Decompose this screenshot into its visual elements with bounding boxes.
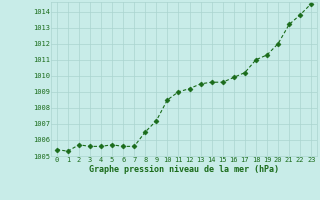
X-axis label: Graphe pression niveau de la mer (hPa): Graphe pression niveau de la mer (hPa) xyxy=(89,165,279,174)
